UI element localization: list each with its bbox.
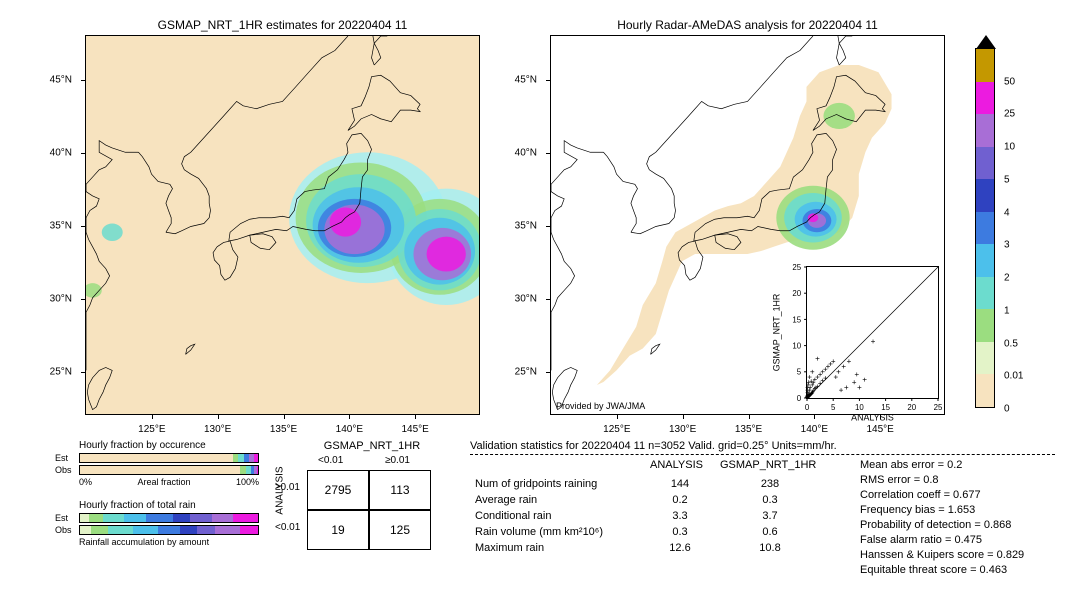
svg-text:GSMAP_NRT_1HR: GSMAP_NRT_1HR: [771, 294, 781, 372]
occurrence-section: Hourly fraction by occurence EstObs 0% A…: [55, 440, 259, 487]
svg-text:0: 0: [805, 403, 810, 412]
stats-col-header-0: ANALYSIS: [650, 459, 703, 471]
totalrain-title: Hourly fraction of total rain: [55, 500, 259, 511]
occurrence-axis-center: Areal fraction: [137, 477, 190, 487]
score-stats: Mean abs error = 0.2RMS error = 0.8Corre…: [860, 459, 1024, 579]
left-map-svg: [86, 36, 479, 414]
svg-text:20: 20: [907, 403, 916, 412]
scatter-svg: 00551010151520202525ANALYSISGSMAP_NRT_1H…: [807, 267, 938, 398]
occurrence-axis-right: 100%: [236, 477, 259, 487]
contingency-col-0: <0.01: [318, 455, 343, 466]
left-map-panel: GSMAP_NRT_1HR estimates for 20220404 11 …: [85, 35, 480, 415]
totalrain-section: Hourly fraction of total rain EstObs Rai…: [55, 500, 259, 547]
jwa-credit: Provided by JWA/JMA: [556, 401, 645, 411]
stats-header: Validation statistics for 20220404 11 n=…: [470, 440, 837, 452]
totalrain-caption: Rainfall accumulation by amount: [55, 537, 259, 547]
occurrence-axis-left: 0%: [79, 477, 92, 487]
svg-text:20: 20: [792, 289, 801, 298]
stats-divider: [470, 454, 1055, 455]
contingency-cell-1-1: 125: [369, 510, 431, 550]
occurrence-title: Hourly fraction by occurence: [55, 440, 259, 451]
svg-text:25: 25: [934, 403, 943, 412]
scatter-inset: 00551010151520202525ANALYSISGSMAP_NRT_1H…: [806, 266, 939, 399]
contingency-col-1: ≥0.01: [385, 455, 410, 466]
svg-text:5: 5: [797, 368, 802, 377]
right-map-panel: Hourly Radar-AMeDAS analysis for 2022040…: [550, 35, 945, 415]
stats-col-header-1: GSMAP_NRT_1HR: [720, 459, 816, 471]
contingency-cell-0-0: 2795: [307, 470, 369, 510]
left-map-title: GSMAP_NRT_1HR estimates for 20220404 11: [86, 18, 479, 32]
stats-table: Num of gridpoints raining144238Average r…: [475, 478, 825, 558]
occurrence-axis: 0% Areal fraction 100%: [79, 477, 259, 487]
svg-text:15: 15: [792, 315, 801, 324]
right-map-title: Hourly Radar-AMeDAS analysis for 2022040…: [551, 18, 944, 32]
svg-text:5: 5: [831, 403, 836, 412]
contingency-col-header: GSMAP_NRT_1HR: [312, 440, 432, 452]
colorbar: 00.010.512345102550: [975, 48, 995, 408]
svg-text:25: 25: [792, 263, 801, 272]
svg-text:10: 10: [855, 403, 864, 412]
occurrence-rows: EstObs: [55, 453, 259, 475]
contingency-cell-1-0: 19: [307, 510, 369, 550]
contingency-cell-0-1: 113: [369, 470, 431, 510]
contingency-row-1: <0.01: [275, 522, 300, 533]
svg-text:15: 15: [881, 403, 890, 412]
svg-text:0: 0: [797, 394, 802, 403]
svg-text:10: 10: [792, 342, 801, 351]
contingency-row-0: ≥0.01: [275, 482, 300, 493]
totalrain-rows: EstObs: [55, 513, 259, 535]
